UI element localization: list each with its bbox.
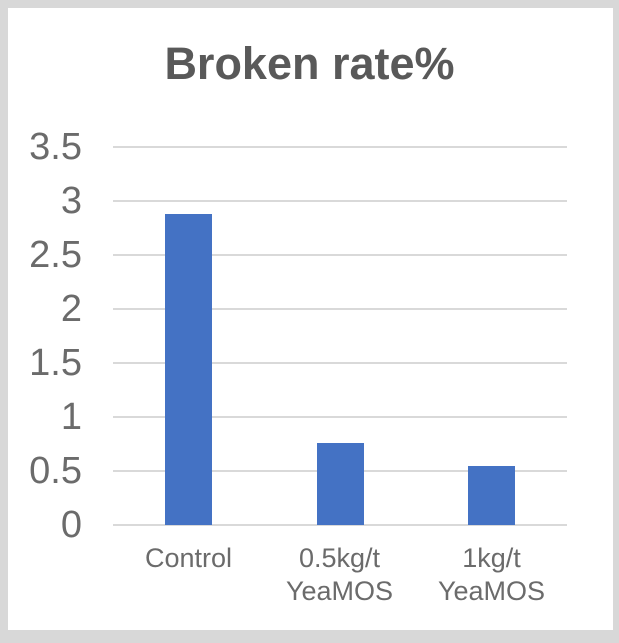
chart-card bbox=[8, 8, 613, 630]
chart-title: Broken rate% bbox=[164, 38, 455, 89]
